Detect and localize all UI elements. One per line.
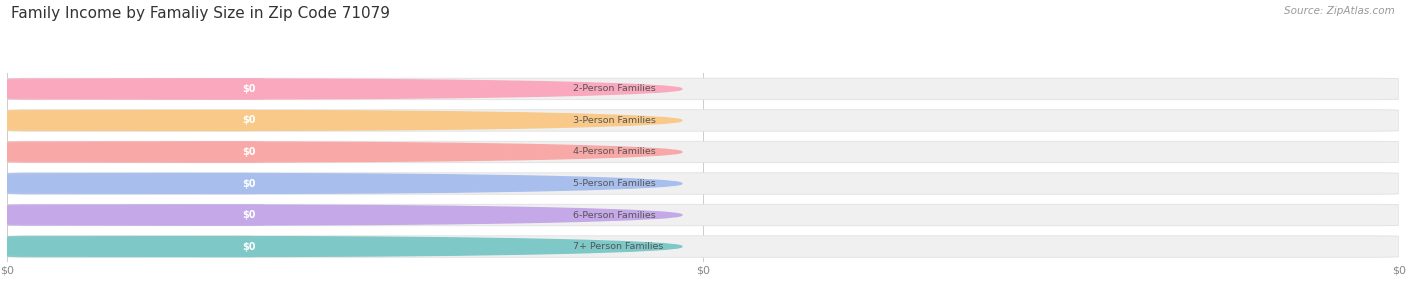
Text: Family Income by Famaliy Size in Zip Code 71079: Family Income by Famaliy Size in Zip Cod… bbox=[11, 6, 391, 21]
FancyBboxPatch shape bbox=[7, 204, 1399, 226]
Circle shape bbox=[0, 237, 682, 257]
FancyBboxPatch shape bbox=[7, 110, 264, 131]
Text: 5-Person Families: 5-Person Families bbox=[574, 179, 655, 188]
Text: $0: $0 bbox=[243, 147, 256, 157]
FancyBboxPatch shape bbox=[7, 78, 264, 100]
Text: $0: $0 bbox=[243, 84, 256, 94]
Text: $0: $0 bbox=[243, 242, 256, 252]
Text: 2-Person Families: 2-Person Families bbox=[574, 84, 655, 93]
Text: Source: ZipAtlas.com: Source: ZipAtlas.com bbox=[1284, 6, 1395, 16]
FancyBboxPatch shape bbox=[7, 204, 264, 226]
FancyBboxPatch shape bbox=[7, 236, 1399, 257]
Text: $0: $0 bbox=[243, 116, 256, 125]
Text: $0: $0 bbox=[243, 210, 256, 220]
Text: 7+ Person Families: 7+ Person Families bbox=[574, 242, 664, 251]
FancyBboxPatch shape bbox=[7, 236, 264, 257]
Circle shape bbox=[0, 79, 682, 99]
FancyBboxPatch shape bbox=[7, 110, 1399, 131]
Text: $0: $0 bbox=[243, 178, 256, 188]
Text: 6-Person Families: 6-Person Families bbox=[574, 210, 655, 220]
Circle shape bbox=[0, 205, 682, 225]
Text: 3-Person Families: 3-Person Families bbox=[574, 116, 657, 125]
FancyBboxPatch shape bbox=[7, 141, 1399, 163]
Circle shape bbox=[0, 111, 682, 130]
Text: 4-Person Families: 4-Person Families bbox=[574, 148, 655, 156]
FancyBboxPatch shape bbox=[7, 141, 264, 163]
FancyBboxPatch shape bbox=[7, 173, 1399, 194]
FancyBboxPatch shape bbox=[7, 173, 264, 194]
Circle shape bbox=[0, 142, 682, 162]
FancyBboxPatch shape bbox=[7, 78, 1399, 100]
Circle shape bbox=[0, 174, 682, 193]
